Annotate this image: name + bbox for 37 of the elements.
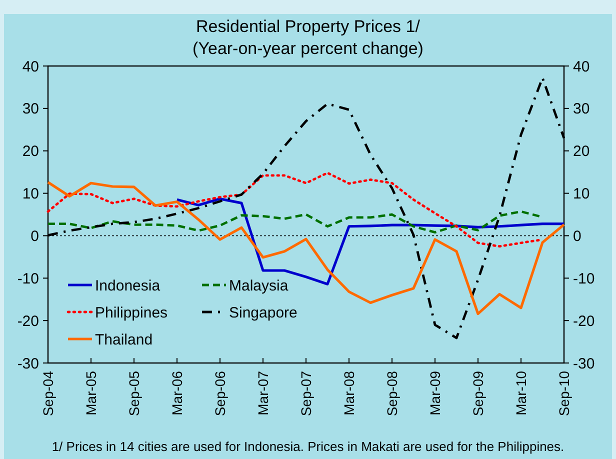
legend-label: Malaysia [229,277,289,294]
y2-tick-label: 30 [573,100,590,118]
y-tick-label: 20 [22,143,39,160]
x-tick-label: Sep-09 [470,370,486,416]
x-tick-label: Sep-06 [212,370,228,416]
legend-label: Thailand [95,331,153,348]
y-tick-label: 40 [22,58,39,76]
x-tick-label: Mar-06 [168,370,185,416]
x-tick-label: Mar-05 [82,370,99,416]
chart-subtitle: (Year-on-year percent change) [192,39,424,58]
y-tick-label: 30 [22,100,39,118]
x-tick-label: Sep-07 [298,370,314,416]
x-tick-label: Mar-08 [340,370,357,416]
y2-tick-label: 20 [573,143,590,160]
y-tick-label: 10 [22,186,39,203]
x-tick-label: Mar-09 [426,370,443,416]
y-tick-label: -30 [17,355,39,372]
x-tick-label: Sep-05 [126,370,142,416]
y-tick-label: -10 [17,270,39,288]
x-tick-label: Mar-07 [254,370,271,416]
x-tick-label: Sep-04 [40,370,56,416]
text: 1/ Prices in 14 cities are used for Indonesia. Prices in Makati are used for the Philippines. [52,439,564,454]
legend-label: Philippines [95,304,168,322]
y2-tick-label: -10 [573,270,595,288]
y-tick-label: -20 [17,312,39,330]
legend-label: Indonesia [95,277,161,294]
x-tick-label: Sep-08 [384,370,400,416]
chart-title: Residential Property Prices 1/ [196,17,420,36]
y-tick-label: 0 [30,228,39,245]
y2-tick-label: 0 [573,228,582,245]
legend-label: Singapore [229,304,298,322]
y2-tick-label: -20 [573,312,595,330]
x-tick-label: Sep-10 [556,370,572,416]
x-tick-label: Mar-10 [512,370,529,416]
y2-tick-label: -30 [573,355,595,372]
y2-tick-label: 40 [573,58,590,76]
y2-tick-label: 10 [573,186,590,203]
